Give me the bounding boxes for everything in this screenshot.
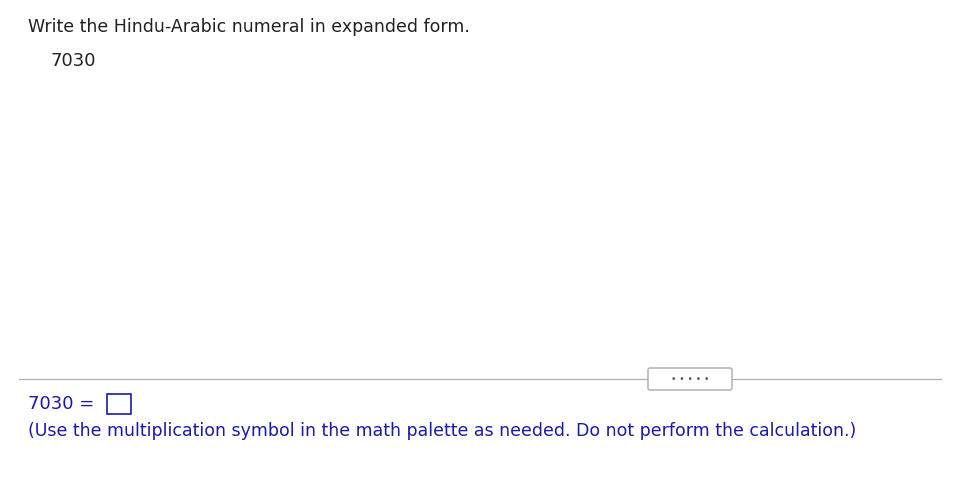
Text: • • • • •: • • • • • <box>671 375 709 384</box>
Text: (Use the multiplication symbol in the math palette as needed. Do not perform the: (Use the multiplication symbol in the ma… <box>28 421 856 439</box>
Text: Write the Hindu-Arabic numeral in expanded form.: Write the Hindu-Arabic numeral in expand… <box>28 18 469 36</box>
Text: 7030 =: 7030 = <box>28 394 94 412</box>
FancyBboxPatch shape <box>648 368 732 390</box>
Bar <box>107 394 131 414</box>
Text: 7030: 7030 <box>50 52 95 70</box>
